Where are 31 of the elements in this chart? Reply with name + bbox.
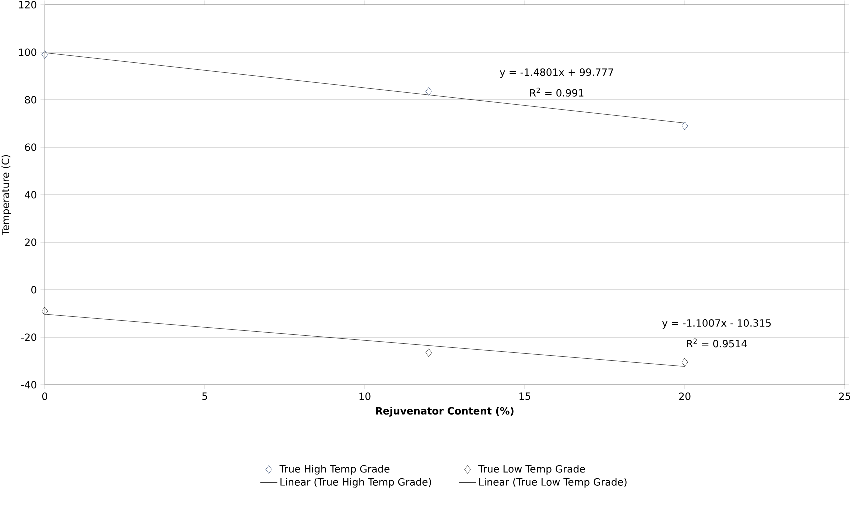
- x-tick-label: 0: [42, 392, 48, 400]
- y-tick-label: 40: [25, 191, 37, 199]
- x-tick-label: 10: [360, 392, 371, 400]
- y-tick-label: 60: [25, 144, 37, 152]
- x-tick-label: 5: [202, 392, 208, 400]
- annotation: R$^{2}$ = 0.9514: [687, 338, 748, 348]
- y-tick-label: 120: [19, 1, 37, 9]
- y-tick-label: 80: [25, 96, 37, 104]
- point: [682, 122, 688, 130]
- x-axis-title: Rejuvenator Content (%): [376, 407, 514, 417]
- y-tick-label: 0: [32, 286, 37, 294]
- x-tick-label: 25: [839, 392, 850, 400]
- x-tick-label: 15: [520, 392, 530, 400]
- annotation: y = -1.4801x + 99.777: [500, 68, 614, 78]
- point: [42, 307, 48, 316]
- annotation: y = -1.1007x - 10.315: [662, 319, 771, 329]
- y-tick-label: 20: [25, 238, 37, 246]
- annotation: R$^{2}$ = 0.991: [530, 88, 584, 97]
- legend-label: Linear (True High Temp Grade): [280, 478, 432, 488]
- point: [426, 348, 432, 358]
- y-tick-label: -20: [21, 334, 37, 342]
- x-tick-label: 20: [679, 392, 691, 400]
- y-tick-label: 100: [19, 48, 37, 56]
- legend-label: Linear (True Low Temp Grade): [480, 478, 627, 488]
- legend-label: True High Temp Grade: [280, 465, 390, 475]
- legend-label: True Low Temp Grade: [478, 465, 586, 475]
- y-tick-label: -40: [21, 381, 37, 389]
- point: [682, 358, 688, 367]
- y-axis-title: Temperature (C): [2, 155, 12, 236]
- point: [426, 87, 432, 96]
- point: [42, 50, 48, 60]
